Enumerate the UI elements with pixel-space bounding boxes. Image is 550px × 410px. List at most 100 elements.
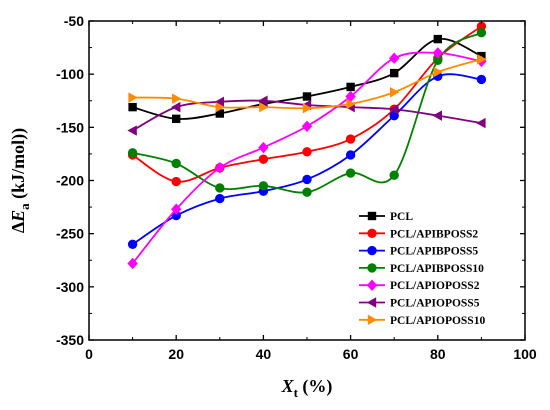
data-point [258,95,268,106]
legend-label: PCL/APIBPOSS5 [390,246,478,258]
y-tick-label: -250 [56,226,84,242]
data-point [128,102,137,112]
x-tick-label: 40 [256,346,272,362]
x-tick-label: 0 [85,346,93,362]
x-tick-label: 60 [343,346,359,362]
data-point [345,90,356,103]
data-point [127,125,137,136]
legend-label: PCL/APIBPOSS2 [390,228,478,240]
data-point [345,134,356,144]
legend-item: PCL/APIBPOSS10 [359,263,484,275]
legend-item: PCL/APIOPOSS10 [359,314,485,327]
data-point [301,120,313,132]
legend-marker [366,279,378,291]
legend-item: PCL/APIBPOSS5 [359,246,478,258]
data-point [258,141,269,154]
data-point [302,147,312,157]
data-point [302,102,313,114]
data-point [346,82,355,92]
legend-label: PCL/APIOPOSS2 [390,280,480,292]
series-3 [127,27,487,197]
data-point [476,117,486,129]
data-point [302,174,312,185]
x-axis-title-unit: (%) [298,376,333,397]
series-6 [128,54,487,114]
data-point [390,68,399,78]
data-point [302,187,312,197]
y-axis-title-main: E [8,210,28,223]
x-axis-title-sub: t [294,385,299,400]
legend-marker [367,245,377,256]
data-point [128,92,138,103]
legend-marker [367,211,377,221]
data-point [389,170,399,180]
data-point [171,210,181,221]
data-point [215,193,225,204]
data-point [171,176,181,187]
legend-label: PCL/APIOPOSS10 [390,315,485,327]
data-point [127,239,138,249]
series-4 [127,47,487,270]
data-point [258,181,269,191]
data-point [345,150,356,160]
series-layer [127,21,487,270]
data-point [214,96,224,108]
data-point [259,99,268,109]
data-point [214,162,225,174]
data-point [389,104,399,115]
legend-marker [367,314,378,325]
data-point [171,203,182,215]
x-tick-label: 20 [168,346,184,362]
y-tick-label: -200 [56,173,84,189]
legend: PCL PCL/APIBPOSS2 PCL/APIBPOSS5 PCL/APIBPOS… [359,211,485,327]
data-point [346,98,356,110]
data-point [433,55,443,66]
data-point [171,101,181,113]
x-tick-label: 80 [430,346,446,362]
data-point [477,54,487,65]
y-tick-label: -350 [56,332,84,348]
data-point [390,87,400,98]
data-point [302,92,312,101]
y-axis-title-unit: (kJ/mol)) [8,128,29,204]
data-point [127,148,138,158]
data-point [171,158,181,169]
legend-item: PCL/APIBPOSS2 [359,228,478,240]
data-point [476,74,487,85]
data-point [432,110,442,121]
x-axis-title-main: X [281,376,295,396]
legend-marker [366,297,377,308]
y-axis-title-prefix: Δ [8,222,28,233]
data-point [172,93,182,104]
data-point [215,101,225,113]
data-point [258,154,269,164]
legend-marker [367,263,377,273]
data-point [476,27,487,38]
y-tick-label: -100 [56,66,84,82]
legend-item: PCL [359,211,413,223]
data-point [433,66,443,78]
y-tick-label: -50 [64,13,84,29]
ticks-layer: 0 20 40 60 80 100 -350 -300 -250 -200 -150 -100 -50 [56,13,537,362]
data-point [215,183,225,193]
y-axis-title-sub: a [17,203,32,210]
y-tick-label: -300 [56,279,84,295]
data-point [172,114,181,124]
data-point [127,257,138,270]
legend-marker [367,228,377,238]
legend-item: PCL/APIOPOSS5 [359,297,480,310]
legend-label: PCL/APIOPOSS5 [390,298,480,310]
legend-label: PCL [390,211,413,223]
data-point [345,168,356,178]
series-2 [127,71,487,249]
legend-item: PCL/APIOPOSS2 [359,279,480,292]
data-point [215,109,224,118]
data-point [433,34,442,44]
y-axis-title: ΔEa (kJ/mol)) [8,128,32,233]
data-point [259,101,269,113]
x-axis-title: Xt (%) [281,376,333,400]
y-tick-label: -150 [56,119,84,135]
data-point [432,47,443,59]
x-tick-label: 100 [513,346,537,362]
